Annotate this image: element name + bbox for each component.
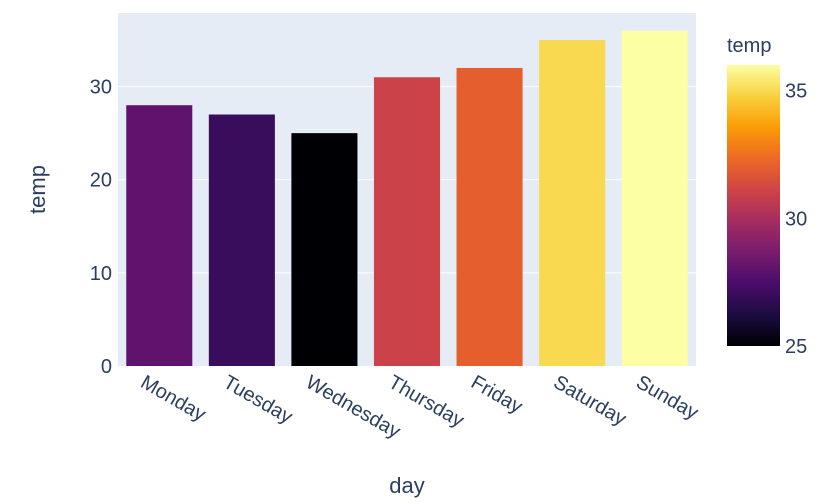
bar-wednesday [291,133,358,366]
y-tick-label: 30 [90,77,112,99]
x-tick-label: Saturday [550,371,630,430]
bar-thursday [373,77,441,367]
bar-tuesday [208,114,275,366]
x-axis-title: day [389,473,424,498]
bar-monday [126,105,193,367]
colorbar-tick-label: 25 [785,336,807,358]
bar-saturday [539,40,606,366]
colorbar-title: temp [727,35,771,57]
x-tick-label: Friday [467,371,526,418]
y-tick-label: 20 [90,170,112,192]
colorbar-tick-label: 35 [785,81,807,103]
colorbar-tick-labels: 25 30 35 [785,81,807,358]
x-tick-label: Tuesday [219,371,296,428]
bars [126,30,688,367]
bar-sunday [621,30,688,367]
y-tick-label: 10 [90,263,112,285]
y-tick-label: 0 [101,356,112,378]
x-tick-label: Monday [137,371,210,426]
x-tick-label: Sunday [632,371,702,424]
colorbar-tick-label: 30 [785,208,807,230]
y-axis-title: temp [25,165,50,214]
colorbar [727,65,780,346]
bar-friday [456,67,523,366]
y-tick-labels: 0 10 20 30 [90,77,112,378]
